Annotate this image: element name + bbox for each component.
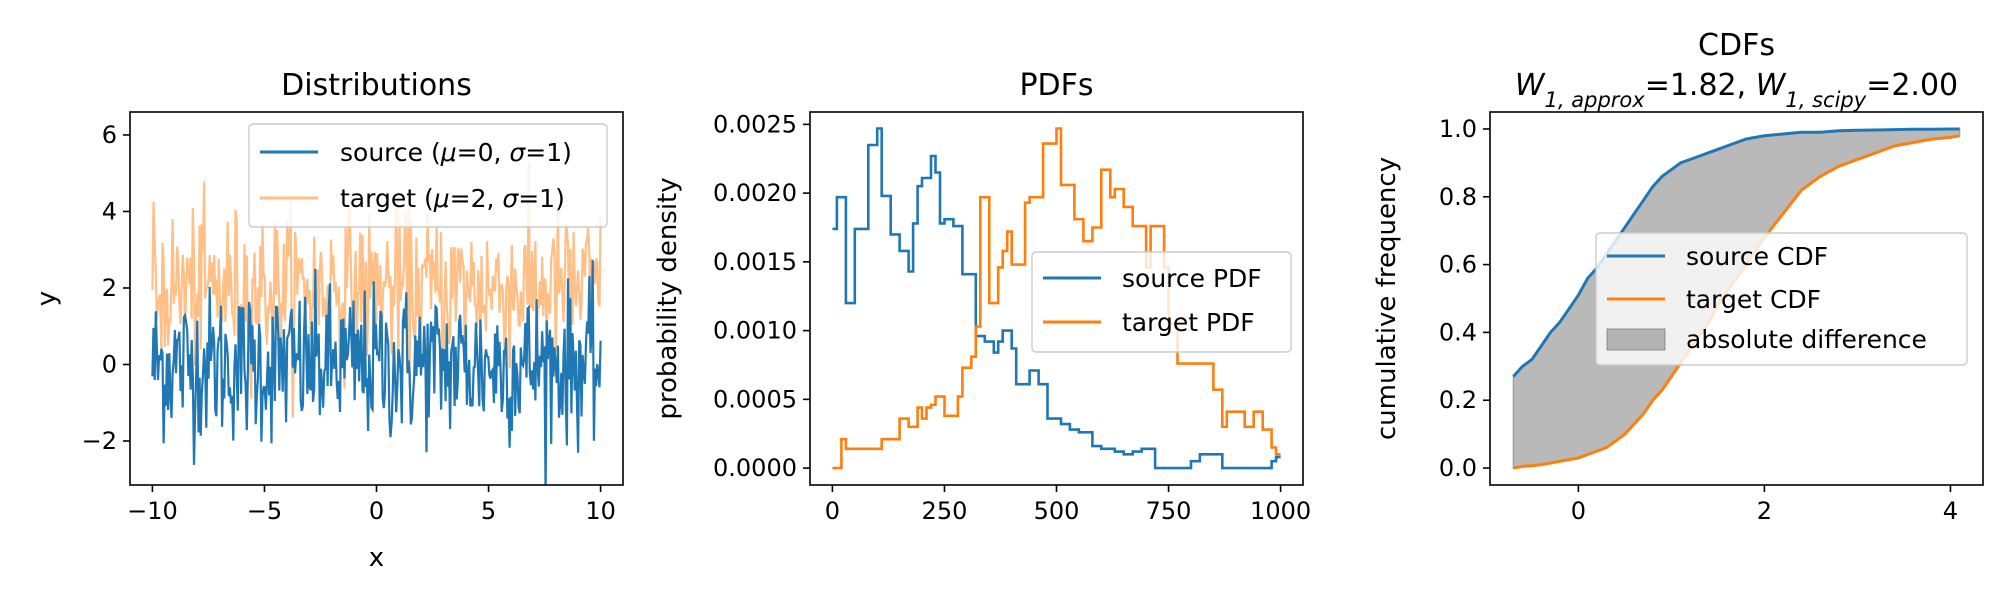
chart-distributions-title: Distributions <box>281 68 472 103</box>
chart-cdfs-legend: source CDF target CDF absolute difference <box>1596 233 1967 365</box>
x-tick-label: 0 <box>1571 497 1586 525</box>
legend-label-part: =0, <box>457 138 510 167</box>
y-tick-label: 0.0 <box>1439 454 1477 482</box>
x-tick-label: 10 <box>585 497 616 525</box>
legend-label-part: target ( <box>340 184 434 213</box>
chart-cdfs-subtitle-part: W <box>1756 68 1787 103</box>
chart-cdfs-subtitle: W1, approx=1.82, W1, scipy=2.00 <box>1515 68 1958 112</box>
chart-distributions-legend: source (μ=0, σ=1)target (μ=2, σ=1) <box>249 124 607 227</box>
chart-cdfs-subtitle-part: 1, approx <box>1545 88 1646 112</box>
x-tick-label: 1000 <box>1250 497 1311 525</box>
legend-label-part: σ <box>509 138 526 167</box>
y-tick-label: 1.0 <box>1439 115 1477 143</box>
y-tick-label: 0.8 <box>1439 183 1477 211</box>
y-tick-label: 2 <box>102 274 117 302</box>
legend-label: target (μ=2, σ=1) <box>340 184 565 213</box>
legend-label-part: source ( <box>340 138 441 167</box>
legend-label: absolute difference <box>1686 325 1927 354</box>
y-tick-label: 0.4 <box>1439 318 1477 346</box>
x-tick-label: −10 <box>127 497 178 525</box>
y-tick-label: 0.0020 <box>713 179 797 207</box>
legend-label-part: =1) <box>525 138 572 167</box>
y-tick-label: 0.6 <box>1439 251 1477 279</box>
chart-cdfs-subtitle-part: W <box>1515 68 1546 103</box>
y-tick-label: 6 <box>102 121 117 149</box>
legend-label-part: =1) <box>518 184 565 213</box>
legend-label: source PDF <box>1122 264 1262 293</box>
y-tick-label: 0.2 <box>1439 386 1477 414</box>
x-tick-label: 750 <box>1146 497 1192 525</box>
chart-pdfs-title: PDFs <box>1019 68 1093 103</box>
y-tick-label: 0.0000 <box>713 454 797 482</box>
chart-cdfs-ylabel: cumulative frequency <box>1372 157 1402 440</box>
y-tick-label: 4 <box>102 197 117 225</box>
x-tick-label: 2 <box>1757 497 1772 525</box>
chart-cdfs-subtitle-part: 1, scipy <box>1785 88 1866 112</box>
legend-label: target CDF <box>1686 285 1821 314</box>
x-tick-label: 5 <box>481 497 496 525</box>
chart-distributions-ylabel: y <box>32 291 62 306</box>
chart-cdfs-subtitle-part: =2.00 <box>1866 68 1958 103</box>
x-tick-label: 250 <box>922 497 968 525</box>
x-tick-label: −5 <box>247 497 282 525</box>
x-tick-label: 0 <box>369 497 384 525</box>
chart-cdfs-title: CDFs <box>1698 28 1775 63</box>
y-tick-label: 0 <box>102 350 117 378</box>
chart-distributions-xlabel: x <box>369 543 384 573</box>
x-tick-label: 500 <box>1034 497 1080 525</box>
chart-pdfs-legend: source PDF target PDF <box>1032 252 1291 352</box>
legend-label-part: μ <box>433 184 450 213</box>
legend-swatch <box>1607 329 1665 350</box>
legend-label: target PDF <box>1122 308 1255 337</box>
legend-label-part: μ <box>440 138 457 167</box>
legend-label-part: =2, <box>450 184 503 213</box>
legend-label-part: σ <box>502 184 519 213</box>
y-tick-label: −2 <box>82 427 117 455</box>
legend-label: source CDF <box>1686 242 1828 271</box>
y-tick-label: 0.0005 <box>713 385 797 413</box>
chart-pdfs-ylabel: probability density <box>653 177 683 419</box>
legend-label: source (μ=0, σ=1) <box>340 138 572 167</box>
y-tick-label: 0.0015 <box>713 248 797 276</box>
x-tick-label: 4 <box>1943 497 1958 525</box>
y-tick-label: 0.0010 <box>713 317 797 345</box>
x-tick-label: 0 <box>825 497 840 525</box>
y-tick-label: 0.0025 <box>713 110 797 138</box>
chart-cdfs-subtitle-part: =1.82, <box>1645 68 1756 103</box>
